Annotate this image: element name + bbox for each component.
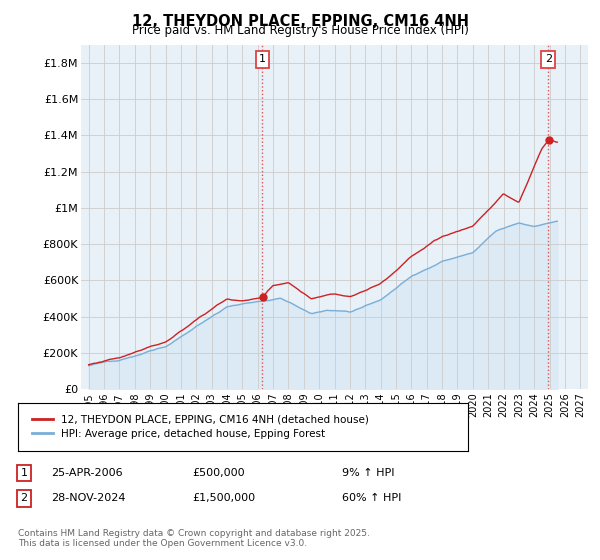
Text: 2: 2 (20, 493, 28, 503)
Text: £1,500,000: £1,500,000 (192, 493, 255, 503)
Text: 2: 2 (545, 54, 552, 64)
Legend: 12, THEYDON PLACE, EPPING, CM16 4NH (detached house), HPI: Average price, detach: 12, THEYDON PLACE, EPPING, CM16 4NH (det… (28, 410, 373, 444)
Text: 25-APR-2006: 25-APR-2006 (51, 468, 122, 478)
Text: £500,000: £500,000 (192, 468, 245, 478)
Text: 1: 1 (20, 468, 28, 478)
Text: Price paid vs. HM Land Registry's House Price Index (HPI): Price paid vs. HM Land Registry's House … (131, 24, 469, 37)
Text: Contains HM Land Registry data © Crown copyright and database right 2025.
This d: Contains HM Land Registry data © Crown c… (18, 529, 370, 548)
Text: 28-NOV-2024: 28-NOV-2024 (51, 493, 125, 503)
Text: 60% ↑ HPI: 60% ↑ HPI (342, 493, 401, 503)
Text: 1: 1 (259, 54, 266, 64)
Text: 9% ↑ HPI: 9% ↑ HPI (342, 468, 395, 478)
Text: 12, THEYDON PLACE, EPPING, CM16 4NH: 12, THEYDON PLACE, EPPING, CM16 4NH (131, 14, 469, 29)
